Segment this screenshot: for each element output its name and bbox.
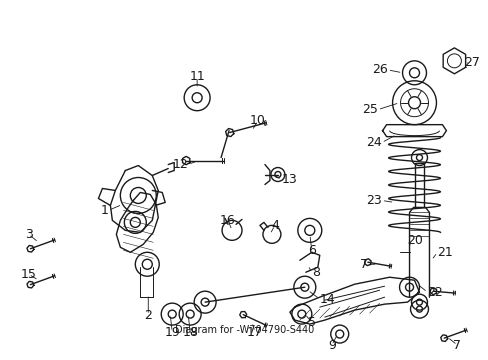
Text: 7: 7 xyxy=(452,338,461,351)
Text: 12: 12 xyxy=(172,158,188,171)
Text: 7: 7 xyxy=(359,258,367,271)
Text: 9: 9 xyxy=(327,338,335,351)
Text: 24: 24 xyxy=(365,136,381,149)
Text: 16: 16 xyxy=(220,214,235,227)
Text: 13: 13 xyxy=(281,173,297,186)
Text: 26: 26 xyxy=(371,63,387,76)
Text: 5: 5 xyxy=(307,316,315,329)
Text: 20: 20 xyxy=(407,234,423,247)
Text: 23: 23 xyxy=(365,194,381,207)
Text: 3: 3 xyxy=(24,228,33,241)
Text: 25: 25 xyxy=(361,103,377,116)
Text: 19: 19 xyxy=(164,325,180,338)
Text: 8: 8 xyxy=(311,266,319,279)
Text: 15: 15 xyxy=(20,268,37,281)
Text: 17: 17 xyxy=(246,325,263,338)
Text: 4: 4 xyxy=(270,219,278,232)
Text: 21: 21 xyxy=(437,246,452,259)
Text: 1: 1 xyxy=(101,204,108,217)
Text: 10: 10 xyxy=(249,114,265,127)
Text: 22: 22 xyxy=(427,286,442,299)
Text: 14: 14 xyxy=(319,293,335,306)
Text: 11: 11 xyxy=(189,70,204,83)
Text: 27: 27 xyxy=(464,56,479,69)
Text: Diagram for -W704790-S440: Diagram for -W704790-S440 xyxy=(175,325,313,335)
Text: 2: 2 xyxy=(144,309,152,321)
Text: 18: 18 xyxy=(182,325,198,338)
Text: 6: 6 xyxy=(307,244,315,257)
